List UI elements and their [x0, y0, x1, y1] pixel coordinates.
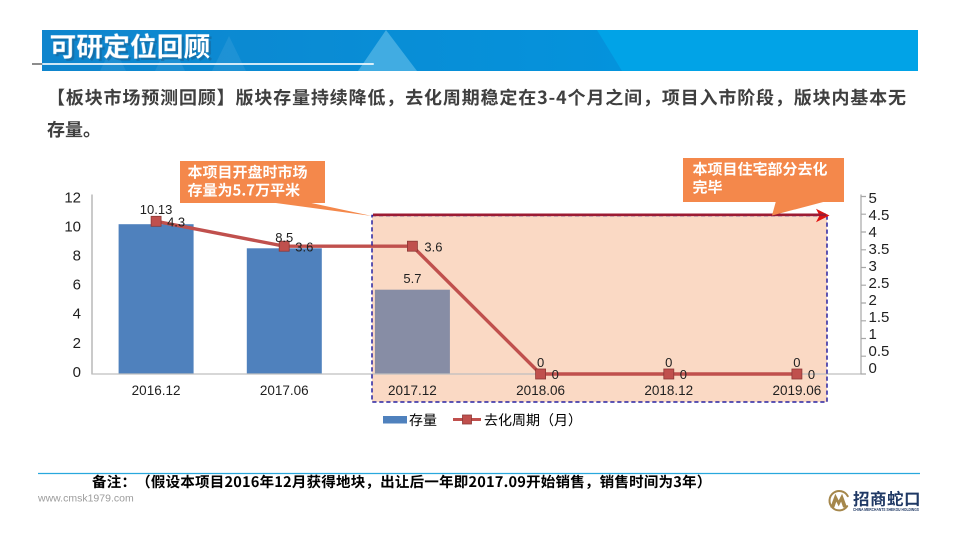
svg-text:0: 0 — [793, 355, 800, 370]
svg-text:2016.12: 2016.12 — [132, 383, 181, 398]
svg-text:www.cmsk1979.com: www.cmsk1979.com — [37, 493, 134, 505]
svg-text:3.5: 3.5 — [869, 241, 890, 258]
svg-text:0: 0 — [537, 355, 544, 370]
svg-text:2017.12: 2017.12 — [388, 383, 437, 398]
svg-text:0: 0 — [73, 364, 81, 381]
svg-text:2017.06: 2017.06 — [260, 383, 309, 398]
svg-text:0: 0 — [869, 360, 877, 377]
svg-text:6: 6 — [73, 277, 81, 294]
svg-text:2: 2 — [869, 292, 877, 309]
svg-text:2.5: 2.5 — [869, 275, 890, 292]
svg-text:10: 10 — [64, 218, 81, 235]
svg-text:10.13: 10.13 — [140, 202, 173, 217]
svg-text:3.6: 3.6 — [295, 240, 313, 255]
svg-text:0: 0 — [552, 367, 559, 382]
svg-text:8.5: 8.5 — [275, 230, 293, 245]
svg-text:4.3: 4.3 — [167, 214, 185, 229]
svg-text:CHINA MERCHANTS SHEKOU HOLDING: CHINA MERCHANTS SHEKOU HOLDINGS — [853, 507, 919, 512]
svg-text:4: 4 — [73, 306, 81, 323]
svg-text:0: 0 — [808, 367, 815, 382]
svg-text:4.5: 4.5 — [869, 207, 890, 224]
svg-text:8: 8 — [73, 248, 81, 265]
svg-text:0: 0 — [665, 355, 672, 370]
svg-text:2018.12: 2018.12 — [644, 383, 693, 398]
svg-text:5.7: 5.7 — [403, 271, 421, 286]
svg-text:0.5: 0.5 — [869, 343, 890, 360]
svg-text:12: 12 — [64, 189, 81, 206]
svg-text:3: 3 — [869, 258, 877, 275]
svg-text:2018.06: 2018.06 — [516, 383, 565, 398]
svg-text:1: 1 — [869, 326, 877, 343]
svg-text:4: 4 — [869, 224, 877, 241]
svg-text:1.5: 1.5 — [869, 309, 890, 326]
svg-text:5: 5 — [869, 190, 877, 207]
svg-text:0: 0 — [680, 367, 687, 382]
svg-text:3.6: 3.6 — [424, 240, 442, 255]
svg-text:2: 2 — [73, 335, 81, 352]
svg-text:2019.06: 2019.06 — [773, 383, 822, 398]
